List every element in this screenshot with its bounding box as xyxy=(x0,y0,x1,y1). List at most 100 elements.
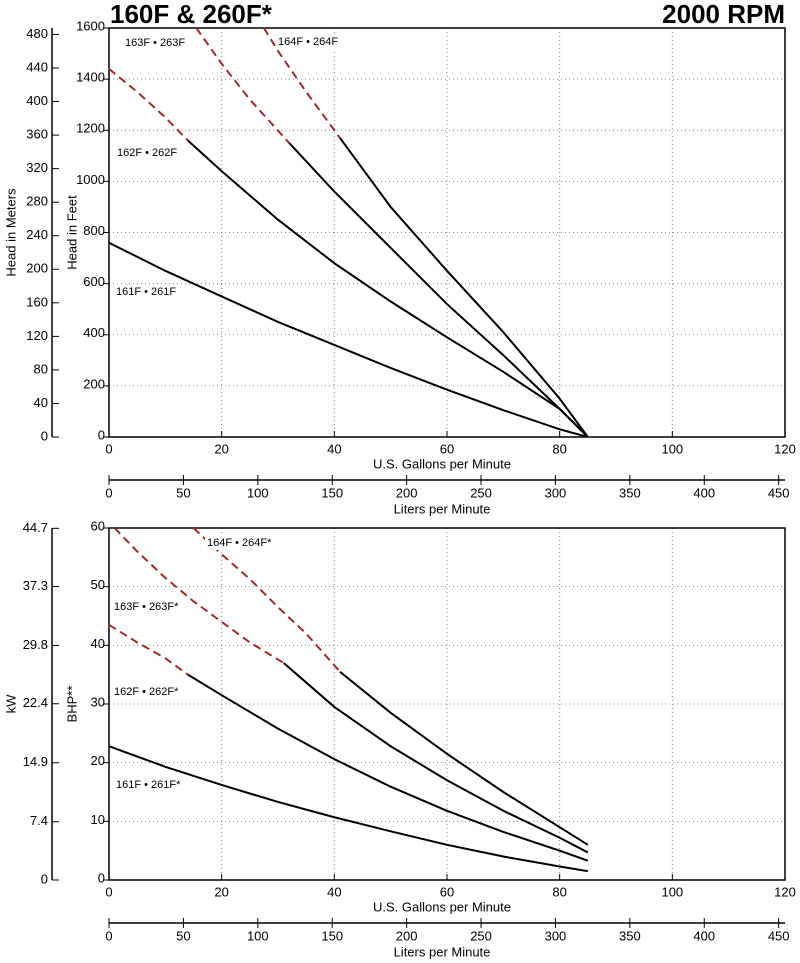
x-tick-label: 20 xyxy=(214,441,228,456)
x2-tick-label: 250 xyxy=(470,928,492,943)
curve-solid xyxy=(288,142,589,438)
y-tick-label: 10 xyxy=(91,812,105,827)
y2-axis-label: Head in Meters xyxy=(3,188,18,277)
curve-solid xyxy=(187,139,589,438)
curve-dashed xyxy=(263,27,341,139)
y2-tick-label: 29.8 xyxy=(23,637,48,652)
x2-tick-label: 150 xyxy=(321,485,343,500)
x2-tick-label: 350 xyxy=(619,485,641,500)
x2-axis-label: Liters per Minute xyxy=(394,501,491,516)
x-axis-label: U.S. Gallons per Minute xyxy=(373,899,511,914)
y-tick-label: 20 xyxy=(91,753,105,768)
x2-tick-label: 150 xyxy=(321,928,343,943)
y2-axis-label: kW xyxy=(3,694,18,714)
y2-tick-label: 320 xyxy=(26,160,48,175)
x-tick-label: 80 xyxy=(552,884,566,899)
curve-label: 163F • 263F xyxy=(125,37,185,49)
y2-tick-label: 360 xyxy=(26,127,48,142)
curve-label-bg xyxy=(123,36,201,50)
x2-tick-label: 100 xyxy=(247,928,269,943)
x2-tick-label: 50 xyxy=(176,928,190,943)
y2-tick-label: 240 xyxy=(26,227,48,242)
curve-dashed xyxy=(113,527,285,664)
curve-label-bg xyxy=(276,35,354,49)
curve-dashed xyxy=(108,623,189,676)
y2-tick-label: 160 xyxy=(26,294,48,309)
x-tick-label: 40 xyxy=(327,441,341,456)
x-tick-label: 120 xyxy=(774,884,796,899)
y-tick-label: 60 xyxy=(91,518,105,533)
curve-label-bg xyxy=(112,600,190,614)
y2-tick-label: 440 xyxy=(26,59,48,74)
x2-axis-label: Liters per Minute xyxy=(394,944,491,959)
curve-solid xyxy=(339,670,589,846)
curve-label-bg xyxy=(114,285,192,299)
x2-tick-label: 450 xyxy=(768,485,790,500)
curve-label-bg xyxy=(114,778,192,792)
y-tick-label: 800 xyxy=(83,223,105,238)
curve-label: 162F • 262F xyxy=(117,147,177,159)
x-tick-label: 60 xyxy=(440,441,454,456)
curve-label: 164F • 264F* xyxy=(207,537,272,549)
y2-tick-label: 80 xyxy=(34,361,48,376)
x2-tick-label: 300 xyxy=(545,485,567,500)
y2-tick-label: 37.3 xyxy=(23,578,48,593)
curve-label: 164F • 264F xyxy=(278,36,338,48)
curve-solid xyxy=(339,137,589,438)
curve-label: 161F • 261F* xyxy=(116,779,181,791)
x2-tick-label: 50 xyxy=(176,485,190,500)
curve-solid xyxy=(108,241,589,438)
y-tick-label: 1200 xyxy=(76,121,105,136)
x2-tick-label: 200 xyxy=(396,928,418,943)
x-tick-label: 0 xyxy=(105,884,112,899)
y2-tick-label: 0 xyxy=(41,428,48,443)
y2-tick-label: 44.7 xyxy=(23,520,48,535)
y2-tick-label: 280 xyxy=(26,194,48,209)
x-tick-label: 20 xyxy=(214,884,228,899)
curve-solid xyxy=(187,673,589,862)
x2-tick-label: 400 xyxy=(693,928,715,943)
y2-tick-label: 200 xyxy=(26,261,48,276)
y-tick-label: 0 xyxy=(98,427,105,442)
x-tick-label: 80 xyxy=(552,441,566,456)
x2-tick-label: 450 xyxy=(768,928,790,943)
curve-solid xyxy=(282,662,589,854)
chart-title: 160F & 260F* xyxy=(110,0,273,29)
y-tick-label: 0 xyxy=(98,870,105,885)
y-tick-label: 30 xyxy=(91,694,105,709)
y2-tick-label: 400 xyxy=(26,93,48,108)
x-tick-label: 120 xyxy=(774,441,796,456)
x2-tick-label: 300 xyxy=(545,928,567,943)
y-tick-label: 1000 xyxy=(76,172,105,187)
curve-label-bg xyxy=(115,146,193,160)
x2-tick-label: 0 xyxy=(105,485,112,500)
x2-tick-label: 0 xyxy=(105,928,112,943)
curve-label-bg xyxy=(205,536,283,550)
y2-tick-label: 120 xyxy=(26,328,48,343)
x2-tick-label: 250 xyxy=(470,485,492,500)
x-tick-label: 40 xyxy=(327,884,341,899)
y2-tick-label: 0 xyxy=(41,871,48,886)
y-tick-label: 1600 xyxy=(76,18,105,33)
x2-tick-label: 200 xyxy=(396,485,418,500)
chart-subtitle: 2000 RPM xyxy=(662,0,785,29)
x-tick-label: 100 xyxy=(661,441,683,456)
curve-dashed xyxy=(108,68,189,142)
x-axis-label: U.S. Gallons per Minute xyxy=(373,456,511,471)
x2-tick-label: 400 xyxy=(693,485,715,500)
y-tick-label: 600 xyxy=(83,274,105,289)
curve-label: 161F • 261F xyxy=(116,286,176,298)
y-axis-label: BHP** xyxy=(64,686,79,723)
y-tick-label: 400 xyxy=(83,325,105,340)
y-axis-label: Head in Feet xyxy=(64,195,79,270)
y-tick-label: 50 xyxy=(91,577,105,592)
x2-tick-label: 350 xyxy=(619,928,641,943)
x2-tick-label: 100 xyxy=(247,485,269,500)
y-tick-label: 1400 xyxy=(76,70,105,85)
x-tick-label: 60 xyxy=(440,884,454,899)
y2-tick-label: 22.4 xyxy=(23,695,48,710)
y2-tick-label: 480 xyxy=(26,26,48,41)
y-tick-label: 40 xyxy=(91,636,105,651)
